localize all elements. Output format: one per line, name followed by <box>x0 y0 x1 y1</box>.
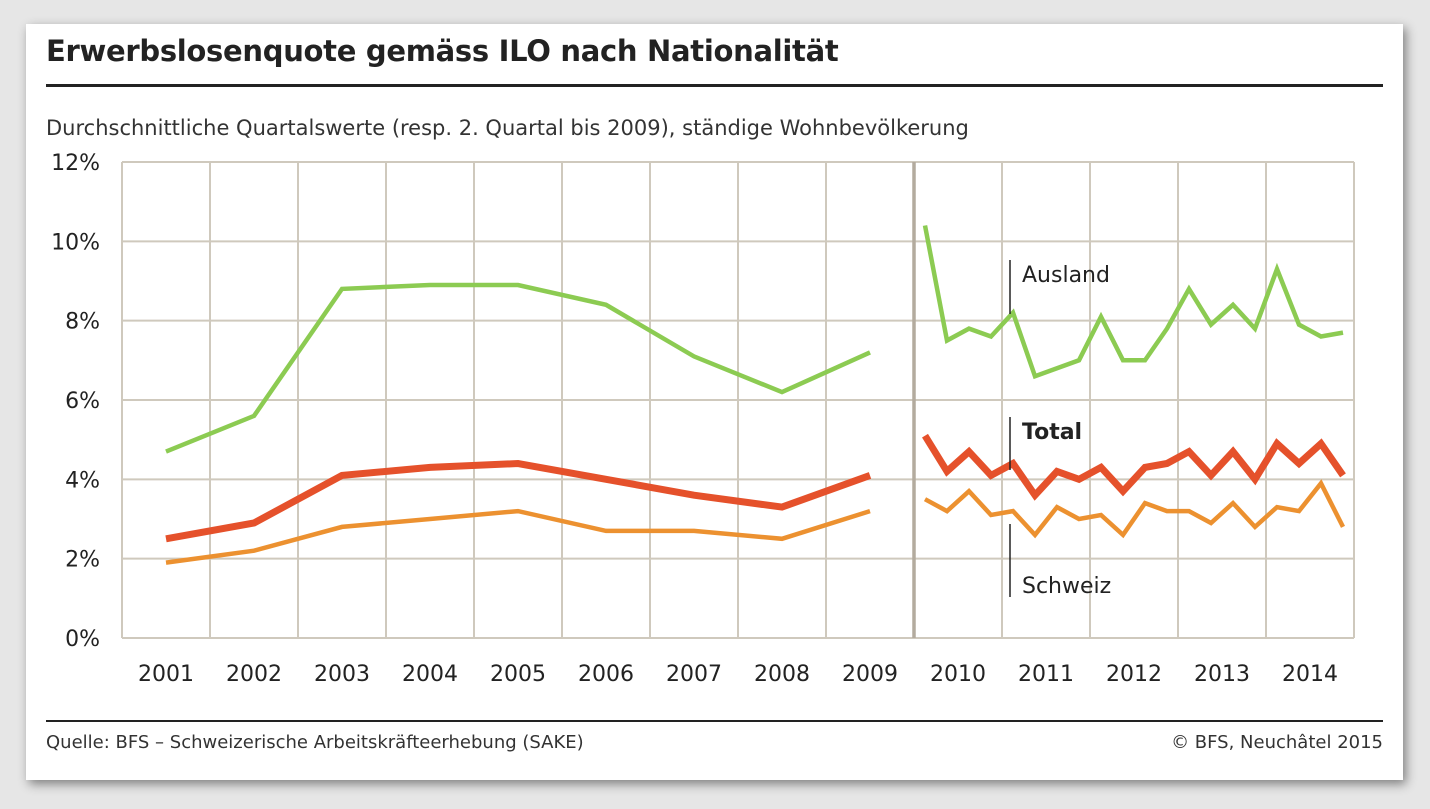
quarterly-total-line <box>922 433 1346 501</box>
series-label-total: Total <box>1022 420 1082 445</box>
y-tick-label: 0% <box>65 627 100 652</box>
y-tick-label: 8% <box>65 310 100 335</box>
x-tick-label: 2013 <box>1194 662 1250 687</box>
x-tick-label: 2004 <box>402 662 458 687</box>
x-tick-label: 2002 <box>226 662 282 687</box>
y-tick-label: 2% <box>65 548 100 573</box>
series-labels: Ausland Total Schweiz <box>1009 260 1111 599</box>
series-lines <box>165 225 1346 565</box>
annual-ausland-line <box>165 282 871 454</box>
line-chart: 0% 2% 4% 6% 8% 10% 12% 2001 2002 2003 2004 2005 2006… <box>51 151 1355 687</box>
x-tick-label: 2014 <box>1282 662 1338 687</box>
x-tick-label: 2012 <box>1106 662 1162 687</box>
annual-schweiz-line <box>165 508 871 565</box>
source-note: Quelle: BFS – Schweizerische Arbeitskräf… <box>46 732 584 753</box>
chart-subtitle: Durchschnittliche Quartalswerte (resp. 2… <box>46 116 969 140</box>
x-tick-label: 2001 <box>138 662 194 687</box>
y-tick-label: 10% <box>51 230 100 255</box>
footer-divider <box>46 720 1383 722</box>
copyright-note: © BFS, Neuchâtel 2015 <box>1171 732 1383 753</box>
x-tick-label: 2007 <box>666 662 722 687</box>
series-label-ausland: Ausland <box>1022 263 1110 288</box>
x-tick-label: 2003 <box>314 662 370 687</box>
quarterly-ausland-line <box>922 225 1344 380</box>
x-tick-label: 2010 <box>930 662 986 687</box>
annual-total-line <box>165 459 872 543</box>
x-tick-label: 2008 <box>754 662 810 687</box>
grid-lines <box>121 161 1355 639</box>
chart-title: Erwerbslosenquote gemäss ILO nach Nation… <box>46 34 839 68</box>
series-label-schweiz: Schweiz <box>1022 574 1111 599</box>
x-tick-label: 2009 <box>842 662 898 687</box>
chart-card: Erwerbslosenquote gemäss ILO nach Nation… <box>26 24 1403 780</box>
x-tick-label: 2006 <box>578 662 634 687</box>
axis-ticks: 0% 2% 4% 6% 8% 10% 12% 2001 2002 2003 2004 2005 2006… <box>51 151 1338 687</box>
quarterly-schweiz-line <box>923 479 1346 539</box>
x-tick-label: 2011 <box>1018 662 1074 687</box>
title-divider <box>46 84 1383 87</box>
y-tick-label: 6% <box>65 389 100 414</box>
y-tick-label: 4% <box>65 468 100 493</box>
y-tick-label: 12% <box>51 151 100 176</box>
x-tick-label: 2005 <box>490 662 546 687</box>
